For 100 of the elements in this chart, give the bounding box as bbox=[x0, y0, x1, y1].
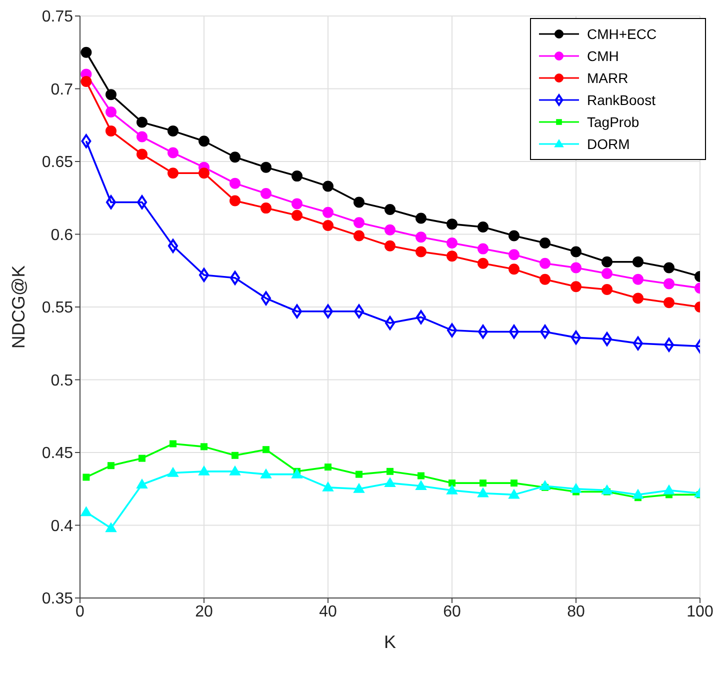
y-tick-label: 0.45 bbox=[42, 445, 74, 462]
point bbox=[260, 202, 272, 214]
x-tick-label: 100 bbox=[686, 603, 714, 620]
point bbox=[108, 462, 114, 470]
legend-label: MARR bbox=[587, 70, 630, 86]
point bbox=[384, 224, 396, 236]
point bbox=[446, 484, 458, 494]
x-tick-label: 0 bbox=[76, 603, 85, 620]
point bbox=[230, 195, 240, 206]
y-tick-label: 0.55 bbox=[42, 300, 74, 317]
point bbox=[632, 256, 644, 268]
point bbox=[292, 198, 302, 210]
point bbox=[136, 479, 148, 489]
point bbox=[262, 446, 270, 454]
point bbox=[664, 278, 674, 290]
point bbox=[80, 76, 92, 87]
point bbox=[602, 484, 612, 494]
point bbox=[446, 237, 458, 248]
point bbox=[168, 147, 178, 158]
x-tick-label: 60 bbox=[443, 603, 461, 620]
point bbox=[322, 206, 334, 218]
point bbox=[168, 467, 178, 477]
y-tick-label: 0.4 bbox=[50, 518, 74, 535]
point bbox=[384, 204, 396, 216]
point bbox=[106, 89, 116, 100]
point bbox=[168, 168, 178, 179]
y-tick-label: 0.65 bbox=[42, 154, 74, 172]
point bbox=[198, 136, 210, 147]
point bbox=[632, 489, 644, 499]
point bbox=[260, 468, 272, 478]
point bbox=[138, 454, 146, 462]
point bbox=[570, 246, 582, 258]
point bbox=[478, 488, 488, 498]
point bbox=[322, 180, 334, 192]
point bbox=[664, 484, 674, 494]
point bbox=[480, 480, 486, 487]
point bbox=[230, 178, 240, 189]
point bbox=[386, 468, 394, 475]
point bbox=[416, 212, 426, 224]
x-tick-label: 80 bbox=[567, 603, 585, 620]
point bbox=[570, 262, 582, 274]
point bbox=[478, 258, 488, 269]
point bbox=[540, 237, 550, 248]
point bbox=[82, 474, 90, 481]
point bbox=[356, 470, 362, 478]
point bbox=[354, 230, 364, 242]
x-axis-title: K bbox=[384, 632, 396, 652]
point bbox=[384, 478, 396, 488]
legend-label: TagProb bbox=[587, 114, 640, 130]
point bbox=[170, 440, 176, 448]
point bbox=[632, 274, 644, 285]
y-tick-label: 0.35 bbox=[42, 590, 74, 608]
y-axis-title: NDCG@K bbox=[8, 265, 28, 349]
point bbox=[478, 243, 488, 254]
y-tick-label: 0.6 bbox=[50, 226, 74, 244]
point bbox=[80, 506, 92, 516]
point bbox=[136, 131, 148, 142]
y-tick-label: 0.7 bbox=[50, 81, 74, 98]
point bbox=[260, 188, 272, 200]
point bbox=[80, 46, 92, 58]
point bbox=[570, 281, 582, 292]
point bbox=[292, 210, 302, 221]
point bbox=[292, 468, 302, 478]
point bbox=[602, 268, 612, 280]
point bbox=[540, 480, 550, 490]
legend-label: CMH bbox=[587, 48, 620, 64]
legend-label: CMH+ECC bbox=[587, 26, 658, 42]
point bbox=[354, 217, 364, 228]
point bbox=[602, 284, 612, 296]
legend-label: DORM bbox=[587, 136, 631, 152]
point bbox=[322, 220, 334, 232]
point bbox=[416, 246, 426, 258]
point bbox=[508, 230, 520, 242]
point bbox=[200, 443, 208, 450]
point bbox=[510, 480, 518, 487]
point bbox=[540, 258, 550, 269]
point bbox=[81, 134, 92, 148]
point bbox=[168, 125, 178, 136]
point bbox=[448, 480, 456, 487]
point bbox=[664, 262, 674, 274]
point bbox=[230, 152, 240, 163]
y-tick-label: 0.5 bbox=[50, 372, 74, 390]
x-tick-label: 40 bbox=[319, 603, 337, 620]
point bbox=[416, 480, 426, 490]
point bbox=[446, 218, 458, 230]
point bbox=[198, 168, 210, 179]
point bbox=[198, 466, 210, 476]
point bbox=[478, 221, 488, 232]
point bbox=[322, 482, 334, 492]
legend-label: RankBoost bbox=[587, 92, 656, 108]
point bbox=[106, 125, 116, 136]
point bbox=[106, 106, 116, 118]
point bbox=[602, 256, 612, 268]
point bbox=[384, 240, 396, 252]
point bbox=[632, 292, 644, 304]
point bbox=[292, 170, 302, 182]
point bbox=[136, 148, 148, 160]
point bbox=[570, 483, 582, 493]
point bbox=[354, 483, 364, 493]
point bbox=[508, 489, 520, 499]
